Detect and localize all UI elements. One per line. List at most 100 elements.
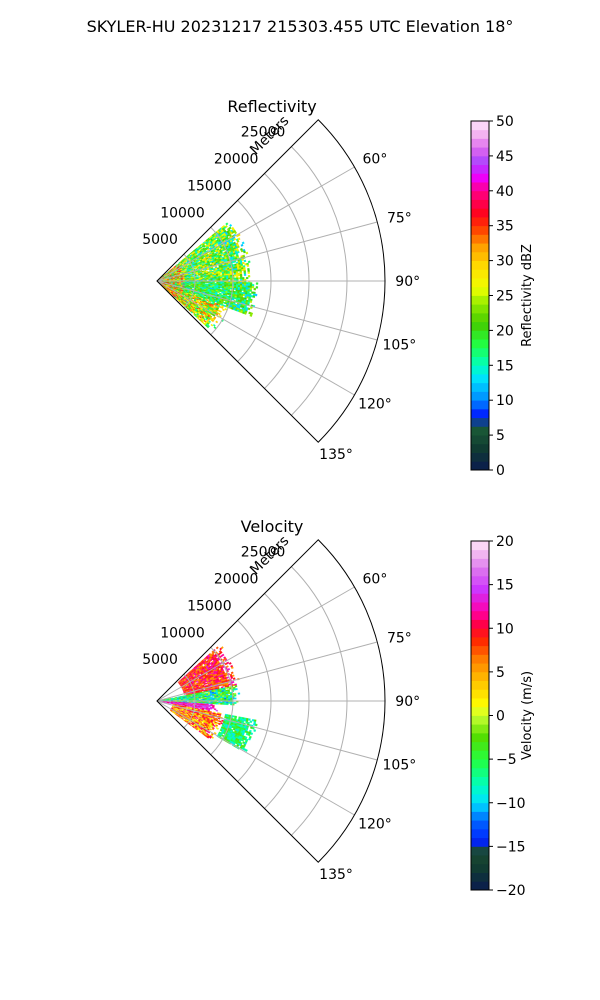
colorbar-swatch [471, 347, 489, 357]
echo-cell [236, 279, 239, 281]
colorbar-tick-label: 20 [496, 323, 514, 339]
echo-cell [226, 703, 229, 706]
echo-cell [229, 273, 233, 276]
reflectivity-panel: 60°75°90°105°120°135°5000100001500020000… [142, 97, 535, 479]
echo-cell [220, 703, 223, 705]
echo-cell [249, 720, 253, 723]
echo-cell [247, 271, 251, 274]
azimuth-tick-label: 105° [383, 337, 417, 353]
echo-cell [219, 271, 223, 274]
colorbar-swatch [471, 461, 489, 471]
echo-cell [205, 690, 209, 693]
echo-cell [219, 286, 223, 289]
echo-cell [218, 720, 222, 723]
azimuth-tick-label: 60° [363, 152, 388, 168]
echo-cell [228, 701, 231, 704]
figure-title: SKYLER-HU 20231217 215303.455 UTC Elevat… [87, 17, 514, 36]
colorbar-swatch [471, 164, 489, 174]
echo-cell [239, 274, 243, 277]
echo-cell [242, 277, 245, 280]
echo-cell [202, 276, 205, 278]
azimuth-tick-label: 75° [387, 211, 412, 227]
echo-cell [243, 273, 247, 276]
echo-cell [228, 662, 232, 665]
echo-cell [201, 271, 205, 274]
echo-cell [219, 290, 222, 293]
colorbar-tick-label: 45 [496, 149, 514, 165]
echo-cell [234, 231, 238, 235]
colorbar-swatch [471, 339, 489, 349]
echo-cell [247, 260, 251, 264]
echo-cell [213, 708, 217, 711]
echo-cell [247, 282, 251, 285]
echo-cell [233, 260, 237, 263]
echo-cell [230, 282, 233, 284]
echo-cell [230, 697, 233, 700]
echo-cell [209, 707, 213, 710]
echo-cell [215, 709, 219, 712]
echo-cell [234, 697, 237, 700]
echo-cell [218, 698, 221, 700]
echo-cell [218, 722, 221, 726]
echo-cell [251, 291, 254, 294]
echo-cell [231, 680, 235, 684]
echo-cell [217, 312, 221, 316]
colorbar-tick-label: 50 [496, 114, 514, 130]
echo-cell [230, 279, 233, 281]
echo-cell [243, 285, 247, 288]
colorbar-swatch [471, 260, 489, 270]
echo-cell [222, 308, 225, 312]
colorbar-swatch [471, 234, 489, 244]
echo-cell [241, 283, 245, 286]
echo-cell [234, 283, 237, 286]
echo-cell [236, 283, 239, 286]
echo-cell [254, 293, 258, 297]
echo-cell [229, 693, 233, 696]
echo-cell [236, 251, 240, 254]
colorbar-label: Reflectivity dBZ [520, 244, 535, 347]
colorbar-swatch [471, 190, 489, 200]
radar-echo-field [158, 222, 259, 330]
echo-cell [230, 699, 233, 701]
echo-cell [254, 723, 258, 727]
echo-cell [249, 300, 253, 303]
echo-cell [247, 284, 251, 287]
echo-cell [230, 702, 233, 704]
echo-cell [176, 696, 179, 698]
azimuth-tick-label: 90° [395, 274, 420, 290]
colorbar-swatch [471, 286, 489, 296]
echo-cell [249, 282, 253, 285]
echo-cell [230, 703, 233, 706]
echo-cell [206, 281, 209, 283]
echo-cell [208, 292, 212, 295]
echo-cell [188, 278, 192, 280]
echo-cell [210, 704, 213, 707]
colorbar-swatch [471, 199, 489, 209]
echo-cell [236, 282, 239, 284]
echo-cell [237, 269, 240, 272]
echo-cell [229, 223, 233, 228]
echo-cell [204, 281, 207, 283]
echo-cell [210, 323, 214, 327]
echo-cell [208, 277, 211, 279]
colorbar-swatch [471, 182, 489, 192]
echo-cell [182, 698, 186, 700]
echo-cell [255, 286, 259, 289]
echo-cell [214, 702, 217, 705]
echo-cell [203, 691, 207, 693]
echo-cell [209, 728, 212, 731]
echo-cell [217, 291, 220, 294]
echo-cell [215, 646, 219, 650]
echo-cell [240, 278, 243, 281]
echo-cell [219, 310, 222, 313]
echo-cell [212, 695, 215, 697]
echo-cell [216, 278, 219, 280]
colorbar-swatch [471, 452, 489, 462]
colorbar-swatch [471, 365, 489, 375]
echo-cell [239, 272, 243, 275]
echo-cell [234, 277, 237, 280]
colorbar-swatch [471, 243, 489, 253]
echo-cell [222, 698, 225, 700]
colorbar-swatch [471, 173, 489, 183]
